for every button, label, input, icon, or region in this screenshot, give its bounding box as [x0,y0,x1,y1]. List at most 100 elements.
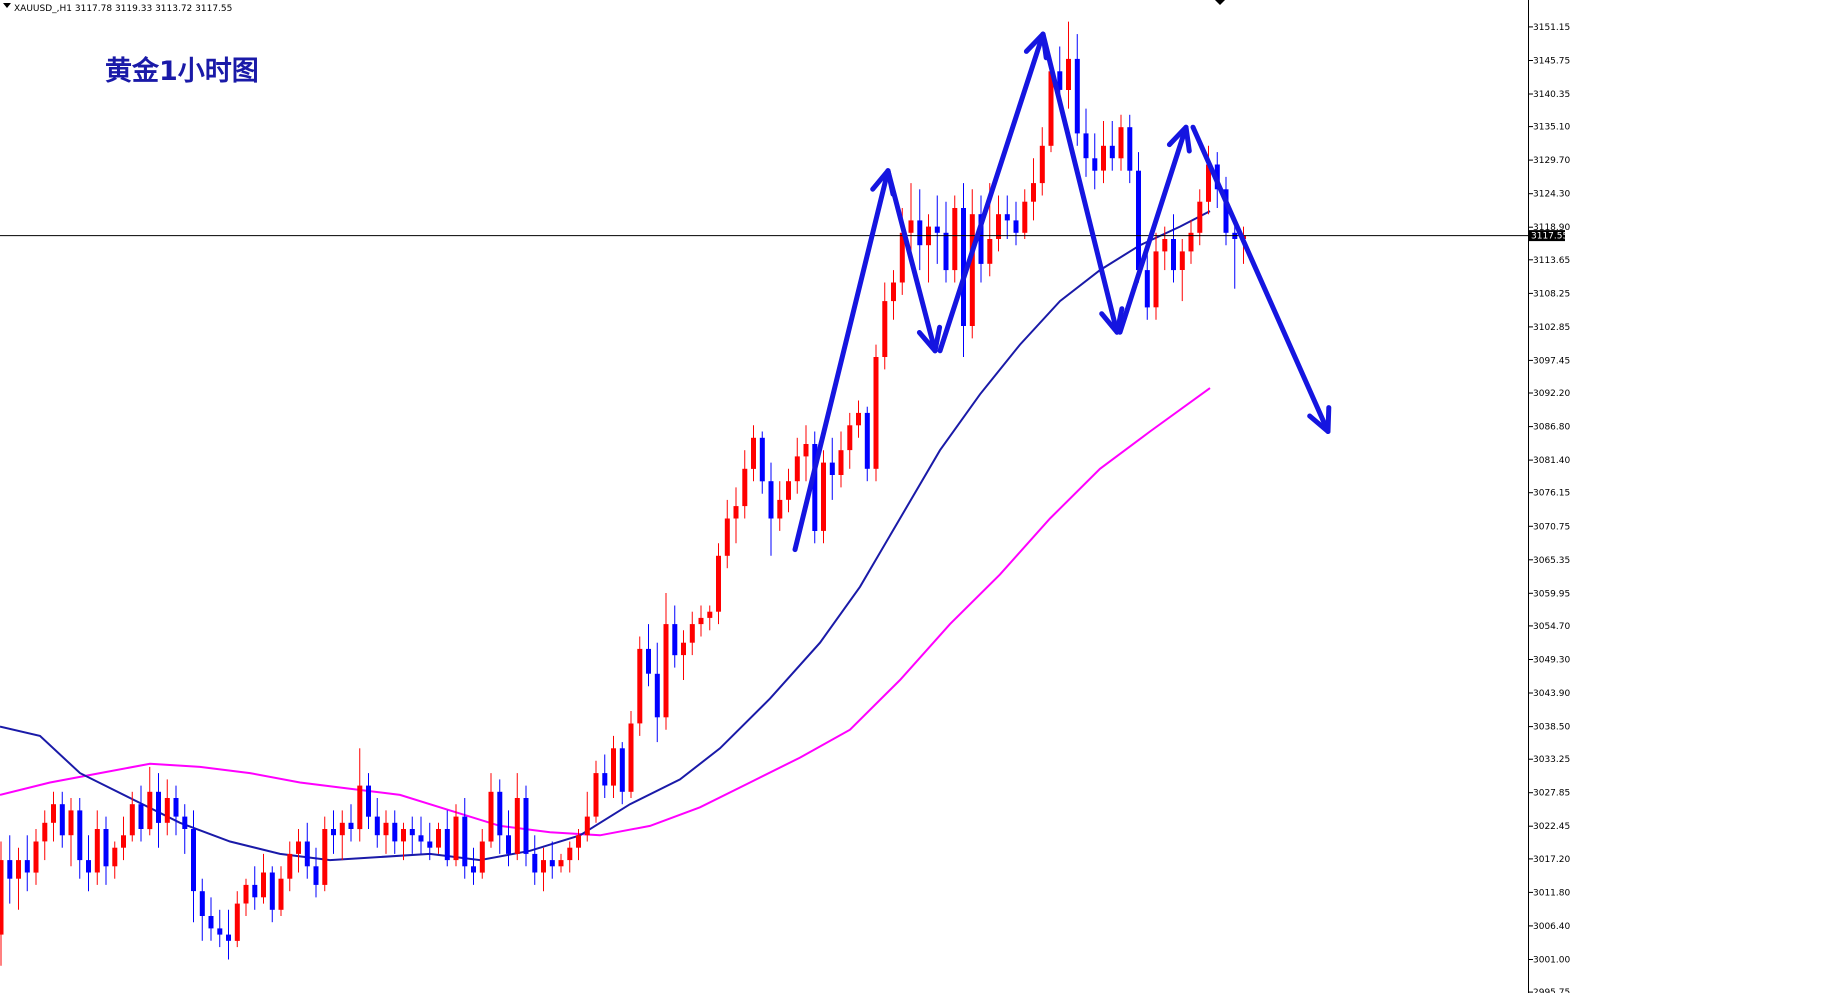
candle-body [1188,232,1194,252]
candle-body [777,499,783,519]
candle-body [383,822,389,836]
candle-body [444,829,450,861]
moving-averages [0,210,1211,862]
candle-body [164,798,170,823]
y-tick-label: 3092.20 [1533,389,1570,399]
candle-body [532,853,538,873]
candle-body [917,220,923,246]
candle-body [156,791,161,823]
header-symbol: XAUUSD_,H1 [14,4,72,14]
candle-body [234,903,240,941]
shift-marker-icon[interactable] [1215,0,1225,5]
candle-body [1153,251,1159,308]
y-tick-label: 3006.40 [1533,922,1570,932]
candle-body [427,841,433,848]
y-tick-label: 3102.85 [1533,323,1570,333]
candle-body [506,835,511,854]
y-tick-label: 3022.45 [1533,822,1570,832]
candle-body [602,773,608,786]
hand-drawn-arrows [792,31,1332,553]
y-tick-label: 3043.90 [1533,689,1570,699]
candle-body [304,841,310,867]
candle-body [1057,71,1063,90]
y-tick-label: 3054.70 [1533,622,1570,632]
y-tick-label: 3097.45 [1533,356,1570,366]
candle-body [952,208,958,271]
candle-body [558,860,564,867]
candle-body [392,822,398,842]
y-tick-label: 3108.25 [1533,289,1570,299]
candle-body [51,804,56,823]
candle-body [471,866,476,873]
candle-body [1039,145,1045,184]
candle-body [348,822,354,829]
candle-body [908,220,914,233]
candle-body [1206,164,1211,202]
candle-body [401,829,406,842]
candle-body [1031,183,1036,202]
candle-body [409,829,415,836]
y-tick-label: 3124.30 [1533,190,1570,200]
candle-body [751,437,756,469]
candle-body [59,804,65,836]
candle-body [374,816,380,836]
candle-body [357,785,363,830]
y-tick-label: 3001.00 [1533,956,1570,966]
candle-body [129,804,135,836]
y-tick-label: 3011.80 [1533,888,1570,898]
candle-body [794,456,800,482]
candle-body [33,841,39,873]
candle-body [366,785,371,817]
y-tick-label: 3065.35 [1533,556,1570,566]
candle-body [86,860,91,873]
candle-body [759,437,765,482]
candle-body [847,425,853,451]
candle-body [987,239,993,264]
candle-body [969,214,975,326]
y-tick-label: 3033.25 [1533,755,1570,765]
candle-body [1004,214,1010,221]
candle-body [269,872,275,910]
y-tick-label: 3145.75 [1533,57,1570,67]
candle-body [812,444,818,531]
header-close: 3117.55 [195,4,232,14]
dropdown-triangle-icon[interactable] [3,3,11,8]
candle-body [16,860,21,879]
price-axis: 3151.15 3145.75 3140.35 3135.10 3129.70 3124.… [1528,23,1570,993]
candle-body [768,481,774,519]
candle-body [453,816,459,861]
arrow-shaft [1117,124,1189,335]
header-open: 3117.78 [75,4,112,14]
candle-body [961,208,966,326]
y-tick-label: 3038.50 [1533,723,1570,733]
candle-body [514,798,520,854]
candle-body [838,450,844,475]
candle-body [261,872,266,898]
candle-body [1013,220,1019,233]
candle-body [24,860,30,873]
candle-body [278,878,284,910]
candle-body [1127,127,1133,171]
candle-body [611,748,616,786]
candle-body [1171,239,1176,271]
candle-body [829,462,835,475]
candle-body [1223,189,1229,233]
chart-title: 黄金1小时图 [105,55,259,87]
candle-body [208,916,214,929]
candle-body [103,829,109,867]
candle-body [899,232,905,283]
candle-body [199,891,205,916]
candle-body [322,829,328,885]
candle-body [672,624,678,656]
candle-body [891,282,896,302]
arrow-head [1166,124,1192,154]
y-tick-label: 3070.75 [1533,522,1570,532]
arrow-head [916,324,943,354]
candle-body [856,412,861,426]
ma-slow-line [0,387,1211,837]
candle-body [689,624,695,643]
candle-body [567,847,573,861]
candle-body [619,748,625,792]
candle-body [716,555,721,612]
